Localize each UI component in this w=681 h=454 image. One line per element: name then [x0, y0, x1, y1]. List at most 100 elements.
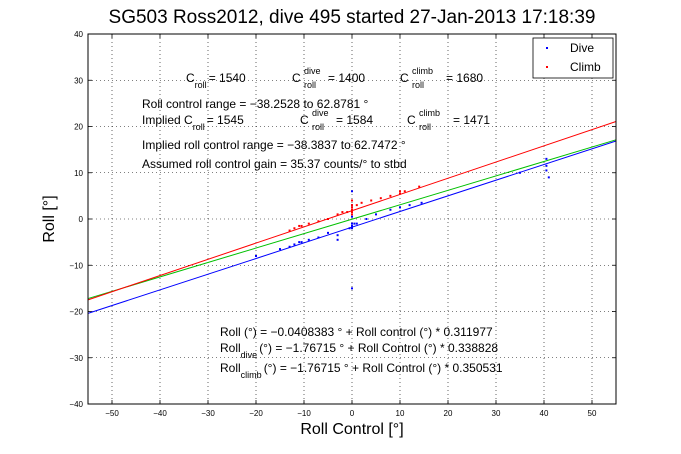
y-axis-label: Roll [°]	[41, 195, 58, 242]
climb-point	[418, 185, 421, 188]
y-tick-label: 0	[79, 215, 84, 224]
dive-point	[351, 287, 353, 290]
fit-line	[87, 140, 617, 314]
legend-climb-label: Climb	[570, 60, 601, 74]
x-tick-label: −50	[105, 409, 119, 418]
annotation-c-roll: Croll = 1540 C dive roll = 1400 C climb r…	[186, 66, 483, 90]
dive-point	[389, 208, 392, 211]
dive-point	[336, 234, 339, 237]
dive-point	[519, 171, 521, 174]
dive-point	[288, 245, 291, 248]
annotation-gain: Assumed roll control gain = 35.37 counts…	[142, 157, 407, 171]
legend-climb-marker	[546, 66, 548, 68]
legend-box	[532, 37, 614, 79]
climb-point	[351, 204, 353, 207]
fit-dive-rest: (°) = −1.76715 ° + Roll Control (°) * 0.…	[259, 341, 498, 355]
dive-point	[365, 218, 368, 220]
implied-dive-sup: dive	[312, 108, 329, 118]
climb-point	[307, 222, 310, 225]
x-tick-label: −40	[153, 409, 167, 418]
dive-point	[545, 164, 548, 167]
climb-point	[351, 213, 353, 216]
dive-point	[348, 227, 351, 230]
svg-text:Implied Croll= 1545: Implied Croll = 1545	[142, 113, 244, 132]
fit-dive-prefix: Roll	[220, 341, 241, 355]
y-tick-label: −10	[69, 261, 83, 270]
climb-point	[288, 229, 291, 232]
x-axis-label: Roll Control [°]	[300, 421, 403, 438]
fit-climb-prefix: Roll	[220, 361, 241, 375]
annotation-fit-climb: Rollclimb (°) = −1.76715 ° + Roll Control…	[220, 361, 503, 380]
dive-point	[298, 241, 301, 244]
climb-point	[360, 201, 363, 204]
svg-text:C: C	[292, 71, 301, 85]
c-roll-dive-value: = 1400	[328, 71, 365, 85]
dive-point	[420, 201, 423, 204]
dive-point	[351, 190, 353, 193]
data-points	[255, 157, 550, 290]
climb-point	[370, 199, 373, 202]
fit-dive-sub: dive	[241, 350, 258, 360]
dive-point	[547, 176, 550, 179]
c-roll-value: = 1540	[209, 71, 246, 85]
y-tick-label: 10	[74, 169, 83, 178]
dive-point	[375, 213, 377, 216]
climb-point	[351, 208, 353, 211]
c-roll-climb-sup: climb	[412, 66, 433, 76]
svg-text:Croll= 1540: Croll = 1540	[186, 71, 246, 90]
implied-prefix-value: = 1545	[207, 113, 244, 127]
annotation-implied-range: Implied roll control range = −38.3837 to…	[142, 138, 406, 152]
y-tick-label: 40	[74, 30, 83, 39]
climb-point	[346, 211, 349, 214]
dive-point	[351, 224, 353, 227]
climb-point	[351, 211, 353, 214]
c-roll-climb-sub: roll	[412, 80, 424, 90]
x-tick-label: −30	[201, 409, 215, 418]
annotation-roll-control-range: Roll control range = −38.2528 to 62.8781…	[142, 97, 368, 111]
c-roll-climb-value: = 1680	[446, 71, 483, 85]
y-tick-label: −30	[69, 354, 83, 363]
climb-point	[389, 194, 392, 197]
climb-point	[293, 227, 296, 230]
climb-point	[351, 199, 353, 202]
climb-point	[351, 206, 353, 209]
x-tick-label: 40	[540, 409, 549, 418]
climb-point	[317, 220, 320, 223]
climb-point	[399, 190, 401, 193]
annotation-implied-c-roll: Implied Croll = 1545 C dive roll = 1584 C…	[142, 108, 490, 132]
dive-point	[279, 248, 281, 251]
legend-dive-label: Dive	[570, 41, 594, 55]
dive-point	[351, 215, 353, 218]
dive-point	[255, 255, 257, 257]
implied-climb-sub: roll	[419, 122, 431, 132]
y-tick-label: 30	[74, 76, 83, 85]
x-tick-label: 30	[492, 409, 501, 418]
plot-frame	[87, 33, 617, 405]
c-roll-symbol: C	[186, 71, 195, 85]
x-tick-label: 50	[588, 409, 597, 418]
climb-point	[300, 224, 303, 227]
implied-prefix-sub: roll	[193, 122, 205, 132]
c-roll-climb-symbol: C	[400, 71, 409, 85]
dive-point	[351, 222, 353, 225]
x-tick-label: −10	[297, 409, 311, 418]
dive-point	[293, 243, 296, 246]
annotation-fit-all: Roll (°) = −0.0408383 ° + Roll control (…	[220, 325, 493, 339]
c-roll-dive-sup: dive	[304, 66, 321, 76]
x-tick-label: 20	[444, 409, 453, 418]
implied-dive-symbol: C	[300, 113, 309, 127]
dive-point	[399, 206, 401, 209]
c-roll-sub: roll	[195, 80, 207, 90]
x-tick-labels: −50 −40 −30 −20 −10 0 10 20 30 40 50	[105, 409, 597, 418]
climb-point	[403, 190, 406, 193]
fit-climb-rest: (°) = −1.76715 ° + Roll Control (°) * 0.…	[264, 361, 503, 375]
dive-point	[300, 241, 303, 244]
climb-point	[355, 204, 358, 207]
chart-title: SG503 Ross2012, dive 495 started 27-Jan-…	[109, 7, 596, 28]
implied-dive-sub: roll	[312, 122, 324, 132]
c-roll-dive-sub: roll	[304, 80, 316, 90]
climb-point	[336, 213, 339, 216]
legend-dive-marker	[546, 47, 548, 49]
y-tick-label: −20	[69, 308, 83, 317]
